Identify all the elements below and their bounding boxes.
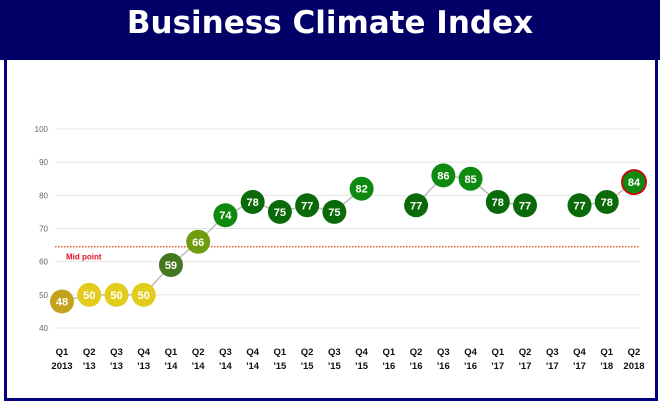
- data-point: [458, 166, 483, 191]
- data-label: 50: [110, 290, 122, 302]
- data-point: [213, 203, 238, 228]
- y-tick-label: 90: [39, 158, 48, 167]
- x-tick-label: Q3: [219, 347, 232, 358]
- y-tick-label: 40: [39, 324, 48, 333]
- y-tick-label: 50: [39, 291, 48, 300]
- data-point: [349, 176, 374, 201]
- x-tick-label: '16: [382, 361, 395, 372]
- data-label: 84: [628, 177, 641, 189]
- x-tick-label: '15: [328, 361, 342, 372]
- x-tick-label: '17: [546, 361, 559, 372]
- data-label: 50: [138, 290, 150, 302]
- x-tick-label: '14: [246, 361, 260, 372]
- data-point: [485, 189, 510, 214]
- x-tick-label: Q1: [274, 347, 287, 358]
- x-tick-label: Q2: [192, 347, 205, 358]
- x-tick-label: Q2: [301, 347, 314, 358]
- midpoint-label: Mid point: [66, 253, 102, 262]
- data-point: [77, 282, 102, 307]
- data-point: [431, 163, 456, 188]
- data-point: [567, 193, 592, 218]
- x-tick-label: '13: [110, 361, 123, 372]
- x-tick-label: Q1: [600, 347, 613, 358]
- y-tick-label: 100: [35, 125, 49, 134]
- x-tick-label: Q3: [328, 347, 341, 358]
- data-label: 78: [492, 197, 504, 209]
- x-tick-label: Q1: [165, 347, 178, 358]
- data-label: 48: [56, 296, 68, 308]
- data-label: 77: [573, 200, 585, 212]
- data-point: [158, 252, 183, 277]
- data-point: [513, 193, 538, 218]
- data-point: [131, 282, 156, 307]
- data-label: 86: [437, 170, 449, 182]
- chart-frame: [4, 60, 658, 401]
- data-label: 50: [83, 290, 95, 302]
- x-tick-label: Q2: [519, 347, 532, 358]
- y-tick-label: 60: [39, 258, 48, 267]
- x-tick-label: Q4: [464, 347, 477, 358]
- data-label: 85: [464, 174, 476, 186]
- data-label: 75: [328, 207, 340, 219]
- x-tick-label: '14: [165, 361, 179, 372]
- x-tick-label: '15: [273, 361, 287, 372]
- data-point: [50, 289, 74, 314]
- chart-title: Business Climate Index: [0, 0, 660, 60]
- data-point: [104, 282, 129, 307]
- x-tick-label: Q3: [546, 347, 559, 358]
- data-point: [404, 193, 429, 218]
- x-tick-label: '15: [301, 361, 315, 372]
- x-tick-label: Q4: [246, 347, 259, 358]
- data-point: [621, 169, 647, 196]
- x-tick-label: Q2: [410, 347, 423, 358]
- x-tick-label: Q1: [491, 347, 504, 358]
- x-tick-label: '14: [219, 361, 233, 372]
- x-tick-label: 2018: [623, 361, 644, 372]
- x-tick-label: '17: [491, 361, 504, 372]
- x-tick-label: Q3: [437, 347, 450, 358]
- x-tick-label: '13: [83, 361, 96, 372]
- data-label: 77: [410, 200, 422, 212]
- data-label: 78: [247, 197, 259, 209]
- x-tick-label: 2013: [51, 361, 72, 372]
- data-point: [322, 199, 347, 224]
- data-point: [295, 193, 320, 218]
- x-tick-label: Q1: [383, 347, 396, 358]
- x-tick-label: Q2: [83, 347, 96, 358]
- data-label: 74: [219, 210, 232, 222]
- x-tick-label: '14: [192, 361, 206, 372]
- data-point: [240, 189, 265, 214]
- x-tick-label: Q4: [137, 347, 150, 358]
- x-tick-label: '18: [600, 361, 613, 372]
- x-tick-label: '16: [464, 361, 477, 372]
- x-tick-label: '15: [355, 361, 369, 372]
- data-point: [186, 229, 211, 254]
- data-label: 77: [519, 200, 531, 212]
- data-label: 75: [274, 207, 286, 219]
- x-tick-label: Q1: [56, 347, 69, 358]
- data-label: 77: [301, 200, 313, 212]
- x-tick-label: Q3: [110, 347, 123, 358]
- x-tick-label: '17: [573, 361, 586, 372]
- data-label: 78: [601, 197, 613, 209]
- x-tick-label: Q4: [355, 347, 368, 358]
- data-label: 82: [355, 184, 367, 196]
- y-tick-label: 70: [39, 225, 48, 234]
- data-point: [594, 189, 619, 214]
- data-label: 66: [192, 237, 204, 249]
- x-tick-label: Q4: [573, 347, 586, 358]
- data-point: [267, 199, 292, 224]
- x-tick-label: '17: [519, 361, 532, 372]
- x-tick-label: '16: [437, 361, 450, 372]
- x-tick-label: Q2: [628, 347, 641, 358]
- y-tick-label: 80: [39, 191, 48, 200]
- x-tick-label: '13: [137, 361, 150, 372]
- x-tick-label: '16: [410, 361, 423, 372]
- data-label: 59: [165, 260, 177, 272]
